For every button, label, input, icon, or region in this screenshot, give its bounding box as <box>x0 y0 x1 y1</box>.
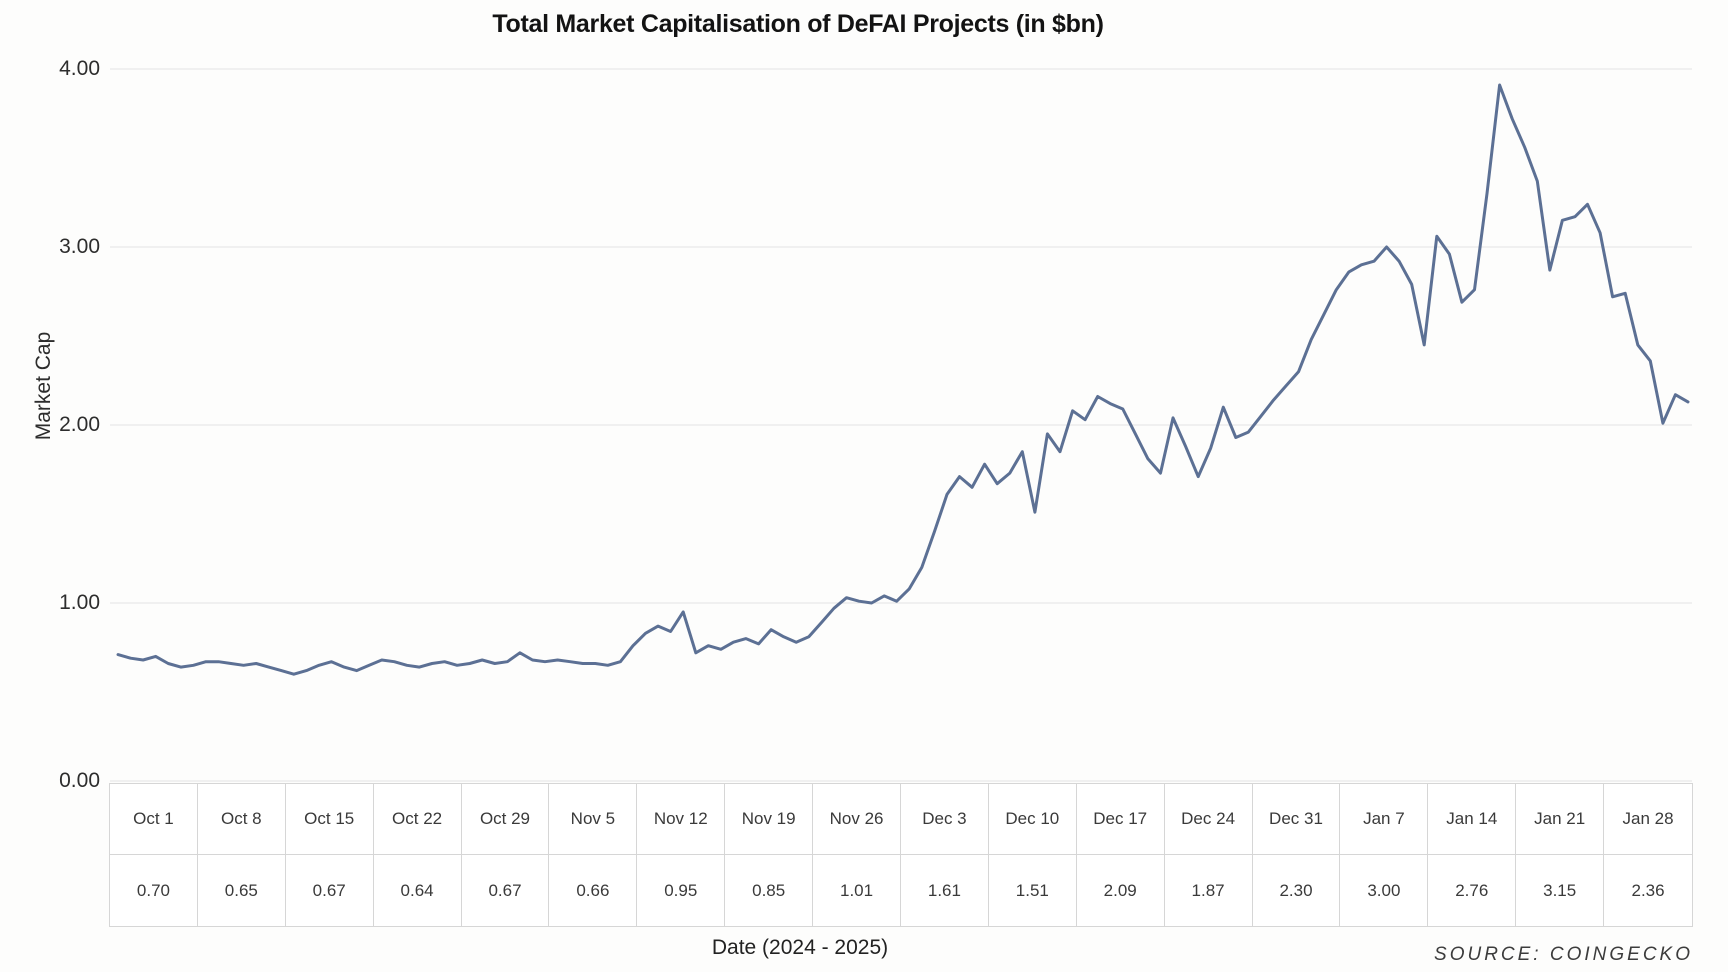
table-value-cell: 0.85 <box>725 855 814 926</box>
table-value-cell: 3.00 <box>1340 855 1429 926</box>
x-axis-title: Date (2024 - 2025) <box>711 936 889 959</box>
table-date-cell: Jan 14 <box>1428 784 1517 855</box>
table-date-cell: Jan 21 <box>1516 784 1605 855</box>
y-tick-label: 0.00 <box>59 769 100 792</box>
table-date-cell: Nov 19 <box>725 784 814 855</box>
source-credit: SOURCE: COINGECKO <box>1434 944 1693 965</box>
table-date-cell: Nov 12 <box>637 784 726 855</box>
table-value-cell: 1.87 <box>1165 855 1253 926</box>
y-tick-label: 4.00 <box>59 57 100 80</box>
table-value-cell: 2.09 <box>1077 855 1165 926</box>
table-value-cell: 0.67 <box>286 855 374 926</box>
table-value-cell: 2.76 <box>1428 855 1517 926</box>
table-date-cell: Dec 24 <box>1164 784 1253 855</box>
table-value-cell: 2.36 <box>1631 880 1665 900</box>
table-value-cell: 0.65 <box>198 855 286 926</box>
table-value-cell: 2.30 <box>1253 855 1341 926</box>
table-date-cell: Oct 8 <box>197 784 286 855</box>
table-value-cell: 0.95 <box>637 855 726 926</box>
table-date-cell: Nov 5 <box>549 784 638 855</box>
table-value-cell: 0.67 <box>462 855 550 926</box>
table-date-cell: Jan 7 <box>1340 784 1429 855</box>
table-value-cell: 1.01 <box>813 855 901 926</box>
table-value-cell: 3.15 <box>1516 855 1605 926</box>
chart-title: Total Market Capitalisation of DeFAI Pro… <box>492 10 1104 38</box>
gridlines <box>110 68 1692 782</box>
table-date-cell: Jan 28 <box>1604 784 1692 855</box>
table-date-cell: Dec 31 <box>1252 784 1341 855</box>
table-date-cell: Dec 3 <box>900 784 989 855</box>
table-date-cell: Oct 22 <box>373 784 462 855</box>
table-date-cell: Dec 10 <box>988 784 1077 855</box>
table-value-cell: 0.66 <box>549 855 638 926</box>
y-tick-label: 1.00 <box>59 591 100 614</box>
table-date-cell: Oct 15 <box>285 784 374 855</box>
table-date-cell: Oct 29 <box>461 784 550 855</box>
table-date-cell: Oct 1 <box>110 784 198 855</box>
y-tick-label: 2.00 <box>59 413 100 436</box>
weekly-data-table: Oct 1 Oct 8 Oct 15 Oct 22 Oct 29 Nov 5 Nov 12 N… <box>109 783 1693 927</box>
table-date-cell: Dec 17 <box>1076 784 1165 855</box>
table-date-cell: Nov 26 <box>813 784 901 855</box>
table-value-cell: 0.64 <box>374 855 462 926</box>
y-tick-label: 3.00 <box>59 235 100 258</box>
table-value-cell: 1.51 <box>989 855 1077 926</box>
table-value-cell: 1.61 <box>901 855 989 926</box>
table-value-cell: 0.70 <box>110 855 198 926</box>
market-cap-line <box>116 83 1690 676</box>
